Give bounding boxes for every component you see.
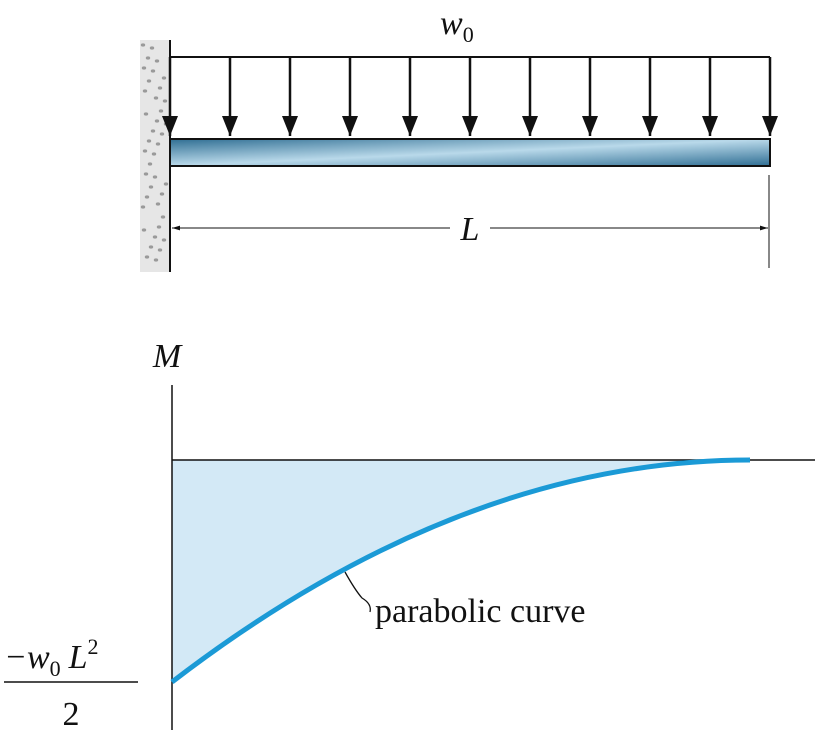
wall-dot (155, 142, 161, 146)
numerator-subscript: 0 (50, 656, 61, 681)
wall-dot (153, 258, 159, 262)
wall-dot (152, 235, 158, 239)
wall-dot (152, 175, 158, 179)
wall-dot (146, 139, 152, 143)
wall-dot (149, 46, 155, 50)
wall-dot (148, 245, 154, 249)
wall-dot (153, 96, 159, 100)
moment-axis-label: M (152, 338, 183, 375)
wall-dot (161, 76, 167, 80)
wall-dot (144, 255, 150, 259)
wall-dot (155, 202, 161, 206)
wall-dot (156, 225, 162, 229)
wall-dot (163, 122, 169, 126)
numerator-length: L (68, 639, 88, 676)
wall-texture (140, 43, 169, 262)
wall-dot (159, 192, 165, 196)
load-symbol: w (440, 5, 463, 42)
wall-dot (142, 89, 148, 93)
numerator-sign-symbol: −w (4, 639, 50, 676)
wall-dot (142, 149, 148, 153)
wall-dot (141, 228, 147, 232)
end-value-denominator: 2 (63, 696, 80, 733)
wall-dot (143, 112, 149, 116)
load-label: w0 (440, 5, 474, 47)
wall-dot (154, 59, 160, 63)
wall-dot (159, 132, 165, 136)
wall-dot (157, 248, 163, 252)
wall-dot (162, 99, 168, 103)
wall-dot (141, 66, 147, 70)
moment-curve (170, 457, 751, 684)
wall-dot (158, 109, 164, 113)
wall-dot (140, 43, 146, 47)
wall-dot (163, 182, 169, 186)
wall-dot (140, 205, 146, 209)
beam (169, 138, 771, 167)
wall-dot (147, 162, 153, 166)
wall-dot (161, 238, 167, 242)
wall-dot (143, 172, 149, 176)
wall-dot (144, 195, 150, 199)
wall-dot (157, 86, 163, 90)
wall-dot (154, 119, 160, 123)
wall-dot (146, 79, 152, 83)
wall-dot (150, 69, 156, 73)
wall-dot (151, 152, 157, 156)
load-arrows (162, 57, 778, 136)
end-value-numerator: −w0 L2 (4, 634, 99, 681)
wall-dot (160, 215, 166, 219)
span-label: L (460, 211, 480, 248)
curve-label: parabolic curve (375, 593, 586, 630)
moment-area (172, 460, 750, 682)
curve-leader (344, 571, 371, 613)
load-subscript: 0 (463, 22, 474, 47)
wall-dot (145, 56, 151, 60)
wall-dot (148, 185, 154, 189)
numerator-exponent: 2 (88, 634, 99, 659)
wall-dot (150, 129, 156, 133)
